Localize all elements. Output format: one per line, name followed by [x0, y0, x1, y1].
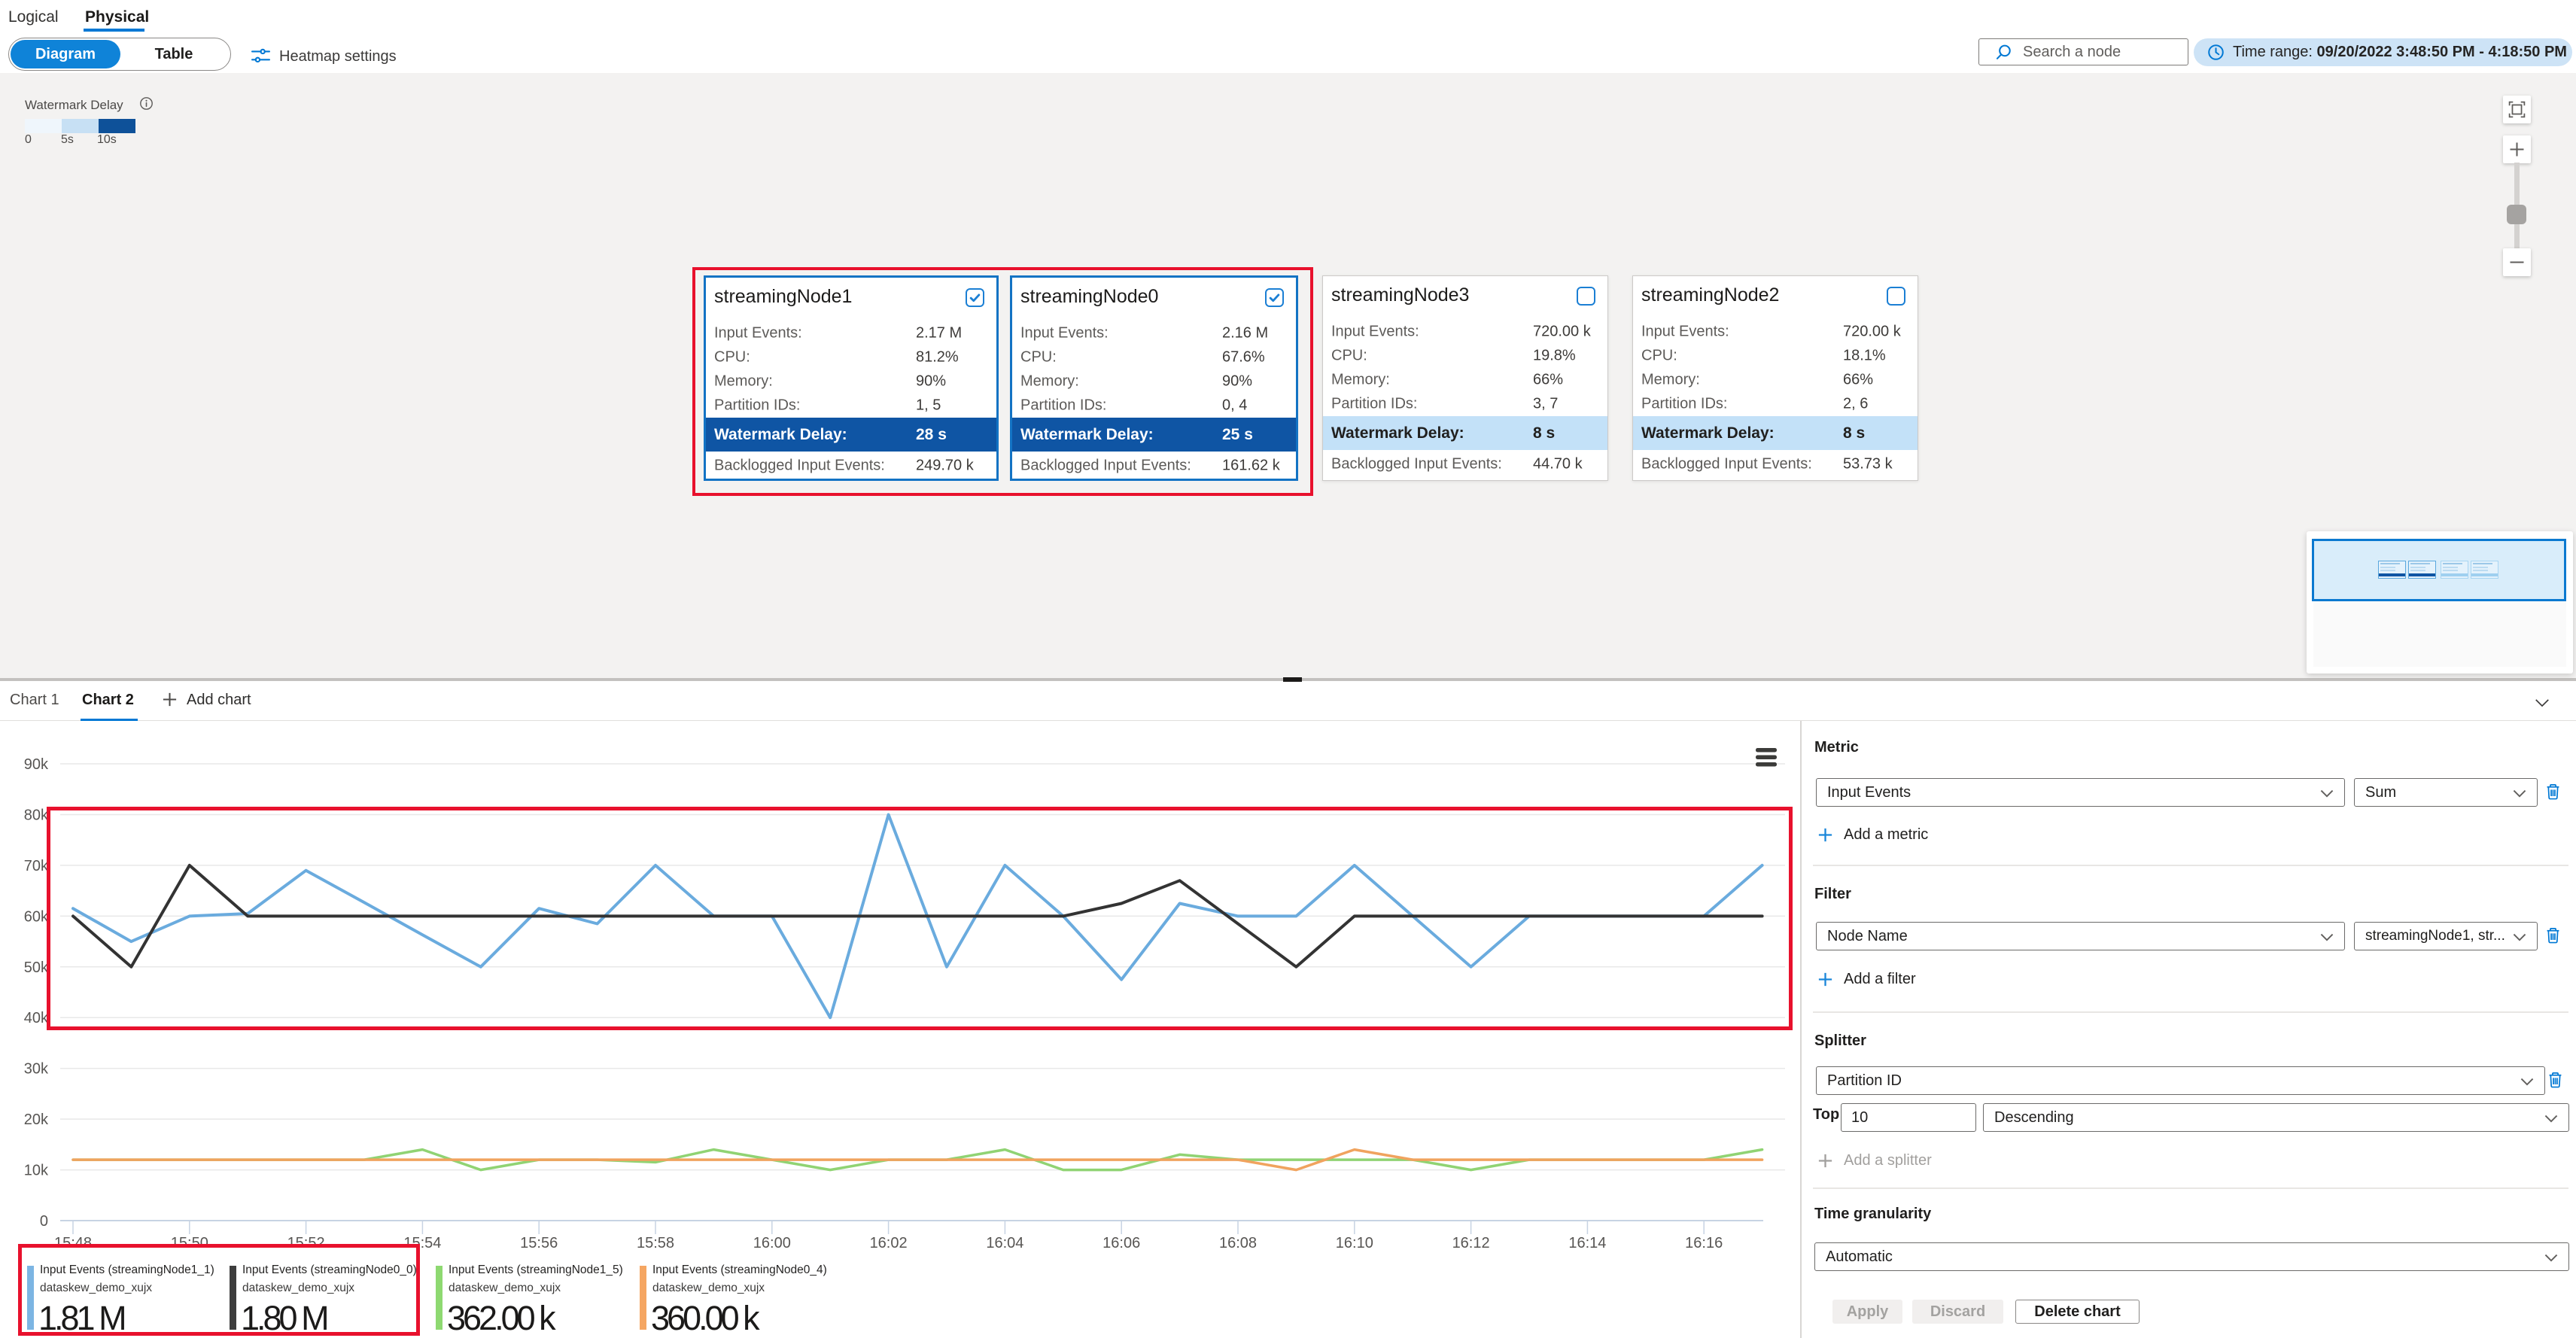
svg-text:40k: 40k: [24, 1010, 49, 1026]
svg-text:15:58: 15:58: [637, 1235, 674, 1251]
svg-text:16:00: 16:00: [753, 1235, 791, 1251]
svg-text:70k: 70k: [24, 858, 49, 874]
svg-text:16:14: 16:14: [1568, 1235, 1606, 1251]
svg-text:16:08: 16:08: [1219, 1235, 1257, 1251]
svg-text:80k: 80k: [24, 807, 49, 824]
svg-text:16:12: 16:12: [1452, 1235, 1490, 1251]
svg-text:15:56: 15:56: [520, 1235, 558, 1251]
svg-text:90k: 90k: [24, 756, 49, 773]
svg-text:10k: 10k: [24, 1163, 49, 1179]
svg-text:0: 0: [40, 1213, 48, 1230]
svg-text:20k: 20k: [24, 1111, 49, 1128]
svg-text:16:04: 16:04: [986, 1235, 1023, 1251]
svg-text:16:06: 16:06: [1102, 1235, 1140, 1251]
svg-text:16:10: 16:10: [1336, 1235, 1373, 1251]
svg-text:16:02: 16:02: [870, 1235, 908, 1251]
svg-text:50k: 50k: [24, 959, 49, 976]
svg-text:60k: 60k: [24, 908, 49, 925]
svg-text:16:16: 16:16: [1685, 1235, 1723, 1251]
svg-text:30k: 30k: [24, 1061, 49, 1078]
